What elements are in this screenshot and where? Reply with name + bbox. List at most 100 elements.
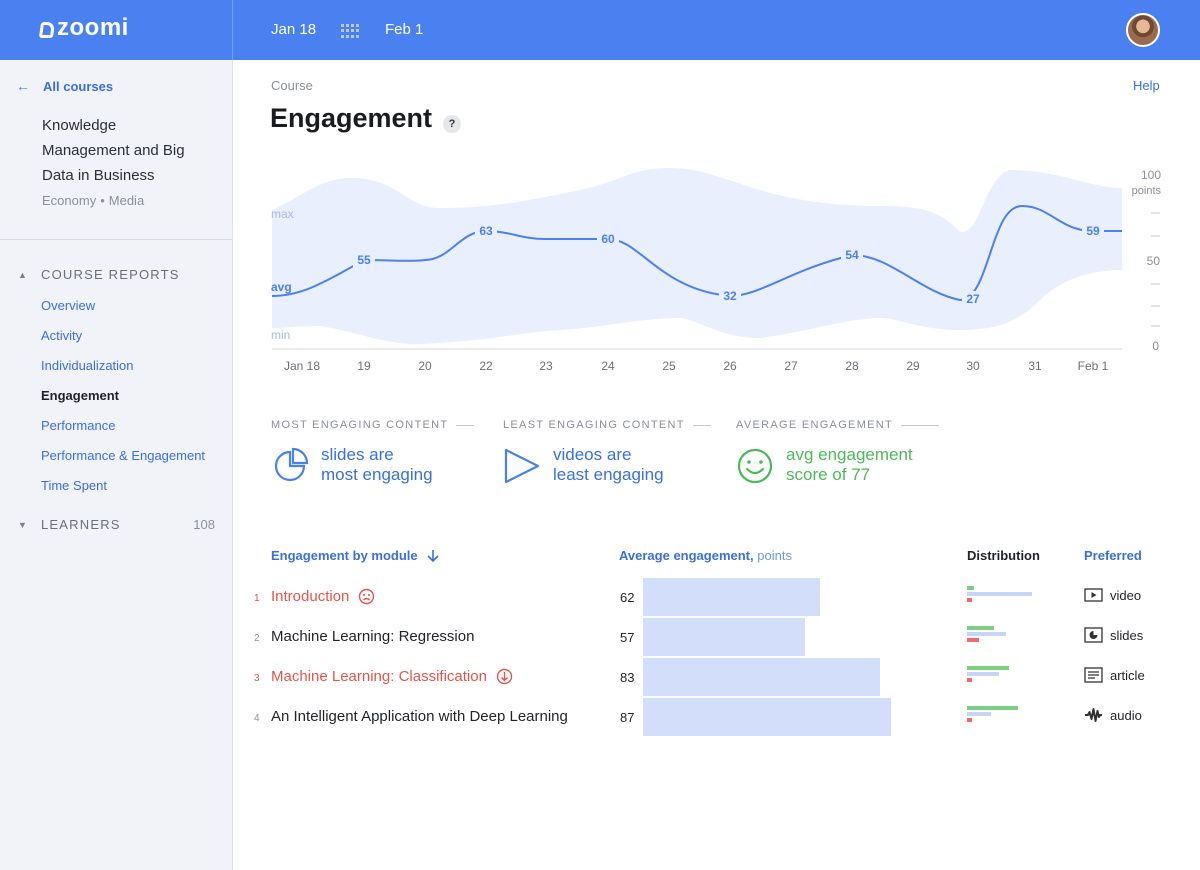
x-tick-label: 22 bbox=[479, 359, 493, 373]
course-tag: Media bbox=[108, 193, 145, 208]
engagement-bar bbox=[643, 658, 880, 696]
y-tick-label: 100 bbox=[1141, 168, 1161, 182]
module-name-label: Machine Learning: Classification bbox=[271, 668, 487, 685]
preferred-format-label: slides bbox=[1110, 627, 1144, 643]
smile-icon bbox=[737, 448, 773, 484]
date-range-end[interactable]: Feb 1 bbox=[385, 21, 424, 38]
engagement-bar bbox=[643, 618, 806, 656]
table-row[interactable]: 3 Machine Learning: Classification 83 ar… bbox=[0, 658, 1200, 698]
preferred-format: audio bbox=[1084, 707, 1142, 723]
preferred-format-label: video bbox=[1110, 587, 1142, 603]
band-label-avg: avg bbox=[271, 280, 292, 294]
module-name-label: Introduction bbox=[271, 588, 350, 605]
topbar-divider bbox=[232, 0, 233, 60]
data-point-label[interactable]: 55 bbox=[357, 253, 371, 267]
learners-section-toggle[interactable]: ▼ LEARNERS 108 bbox=[18, 517, 215, 532]
x-tick-label: Jan 18 bbox=[284, 359, 320, 373]
dist-bar-mid bbox=[967, 672, 999, 676]
help-link[interactable]: Help bbox=[1133, 78, 1160, 93]
module-name[interactable]: An Intelligent Application with Deep Lea… bbox=[271, 708, 568, 725]
insight-heading: AVERAGE ENGAGEMENT bbox=[736, 419, 894, 431]
insight-line: avg engagement bbox=[786, 445, 913, 464]
distribution-header: Distribution bbox=[967, 548, 1040, 563]
frown-icon bbox=[359, 588, 375, 605]
x-tick-label: 20 bbox=[418, 359, 432, 373]
question-icon[interactable]: ? bbox=[443, 115, 461, 133]
data-point-label[interactable]: 32 bbox=[723, 289, 737, 303]
user-avatar[interactable] bbox=[1126, 13, 1160, 47]
engagement-value: 83 bbox=[620, 670, 635, 685]
sidebar-item-time-spent[interactable]: Time Spent bbox=[41, 478, 107, 493]
logo-mark-icon bbox=[38, 21, 56, 38]
module-name[interactable]: Machine Learning: Classification bbox=[271, 668, 513, 685]
sidebar-item-activity[interactable]: Activity bbox=[41, 328, 83, 343]
dist-bar-mid bbox=[967, 632, 1006, 636]
insight-line: slides are bbox=[321, 445, 394, 464]
x-tick-label: 30 bbox=[966, 359, 980, 373]
average-engagement-header[interactable]: Average engagement, points bbox=[619, 548, 792, 563]
row-number: 4 bbox=[254, 713, 260, 724]
least-engaging-insight: LEAST ENGAGING CONTENT videos are least … bbox=[503, 419, 711, 485]
insight-heading: LEAST ENGAGING CONTENT bbox=[503, 419, 685, 431]
back-to-courses-link[interactable]: ← All courses bbox=[16, 78, 113, 94]
y-tick-label: 0 bbox=[1152, 339, 1159, 353]
course-reports-heading: COURSE REPORTS bbox=[41, 267, 180, 282]
y-tick-marks bbox=[1151, 212, 1160, 327]
x-tick-label: 27 bbox=[784, 359, 798, 373]
data-label-bg bbox=[719, 288, 741, 304]
table-row[interactable]: 4 An Intelligent Application with Deep L… bbox=[0, 698, 1200, 738]
data-point-label[interactable]: 27 bbox=[966, 292, 980, 306]
data-label-bg bbox=[1082, 223, 1104, 239]
data-point-label[interactable]: 60 bbox=[601, 232, 615, 246]
dist-bar-high bbox=[967, 586, 975, 590]
dist-bar-high bbox=[967, 626, 994, 630]
course-reports-section-toggle[interactable]: ▲ COURSE REPORTS bbox=[18, 267, 180, 282]
data-point-label[interactable]: 54 bbox=[845, 248, 859, 262]
x-tick-label: 28 bbox=[845, 359, 859, 373]
sidebar-item-overview[interactable]: Overview bbox=[41, 298, 96, 313]
data-point-label[interactable]: 63 bbox=[479, 224, 493, 238]
sort-by-module-header[interactable]: Engagement by module bbox=[271, 548, 440, 563]
preferred-header[interactable]: Preferred bbox=[1084, 548, 1142, 563]
dist-bar-low bbox=[967, 678, 973, 682]
x-tick-label: 23 bbox=[539, 359, 553, 373]
dist-bar-mid bbox=[967, 712, 991, 716]
dist-bar-low bbox=[967, 638, 979, 642]
sidebar-item-engagement[interactable]: Engagement bbox=[41, 388, 120, 403]
down-arrow-icon bbox=[496, 668, 513, 685]
audio-icon bbox=[1085, 708, 1102, 722]
dist-bar-high bbox=[967, 666, 1010, 670]
slides-icon bbox=[1084, 627, 1103, 643]
distribution-mini-chart bbox=[967, 586, 1037, 608]
insight-line: least engaging bbox=[553, 465, 664, 484]
data-point-label[interactable]: 59 bbox=[1086, 224, 1100, 238]
preferred-format-label: audio bbox=[1110, 707, 1142, 723]
zoomi-logo[interactable]: zoomi bbox=[38, 14, 129, 42]
sidebar-item-individualization[interactable]: Individualization bbox=[41, 358, 134, 373]
table-row[interactable]: 2 Machine Learning: Regression 57 slides bbox=[0, 618, 1200, 658]
date-range-start[interactable]: Jan 18 bbox=[271, 21, 317, 38]
page-title: Engagement bbox=[270, 103, 433, 133]
preferred-format: video bbox=[1084, 587, 1141, 603]
preferred-format: slides bbox=[1084, 627, 1143, 643]
insight-line: most engaging bbox=[321, 465, 433, 484]
avg-engagement-line bbox=[271, 204, 1122, 302]
module-name[interactable]: Machine Learning: Regression bbox=[271, 628, 474, 645]
dist-bar-high bbox=[967, 706, 1019, 710]
video-icon bbox=[1084, 588, 1103, 602]
breadcrumb[interactable]: Course bbox=[271, 78, 313, 93]
module-column-label: Engagement by module bbox=[271, 548, 418, 563]
sidebar-item-performance[interactable]: Performance bbox=[41, 418, 116, 433]
table-row[interactable]: 1 Introduction 62 video bbox=[0, 578, 1200, 618]
preferred-format-label: article bbox=[1110, 667, 1145, 683]
x-tick-label: 24 bbox=[601, 359, 615, 373]
course-title: Knowledge Management and Big Data in Bus… bbox=[42, 117, 185, 184]
calendar-icon[interactable] bbox=[341, 24, 359, 38]
dist-bar-low bbox=[967, 718, 973, 722]
play-icon bbox=[504, 448, 540, 484]
distribution-mini-chart bbox=[967, 666, 1037, 688]
sidebar-item-performance-engagement[interactable]: Performance & Engagement bbox=[41, 448, 206, 463]
learners-heading: LEARNERS bbox=[41, 517, 121, 532]
logo-text: zoomi bbox=[57, 14, 129, 41]
module-name[interactable]: Introduction bbox=[271, 588, 375, 605]
